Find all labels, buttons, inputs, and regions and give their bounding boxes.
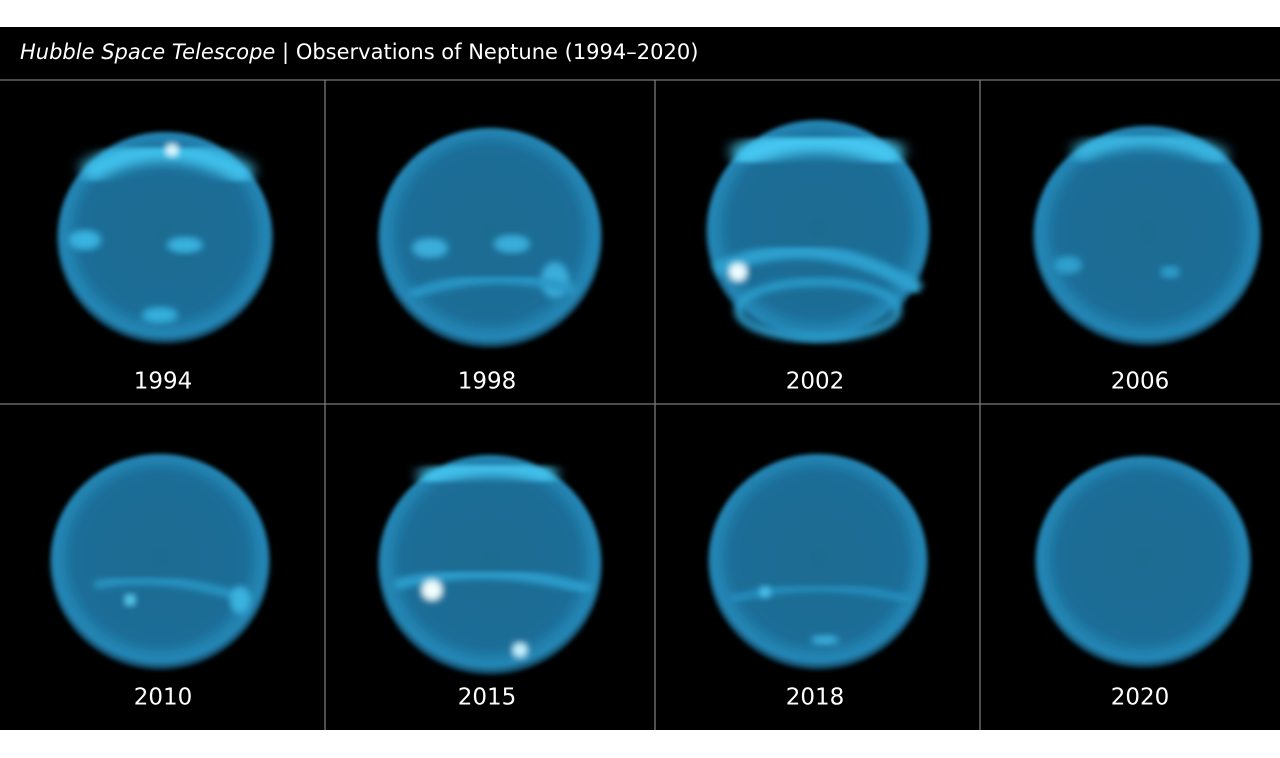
year-label: 2018	[786, 685, 845, 711]
year-label: 2002	[786, 369, 845, 395]
year-label: 2006	[1111, 369, 1170, 395]
planet-2015	[378, 455, 602, 675]
grid	[0, 79, 1280, 730]
planet-2018	[708, 454, 928, 670]
year-label: 2020	[1111, 685, 1170, 711]
year-label: 2015	[458, 685, 517, 711]
planet-2002	[706, 120, 930, 344]
header-title: Observations of Neptune (1994–2020)	[296, 40, 699, 64]
header: Hubble Space Telescope | Observations of…	[20, 40, 698, 65]
year-label: 2010	[134, 685, 193, 711]
planet-2010	[50, 454, 270, 670]
separator: |	[282, 40, 289, 65]
telescope: Hubble Space Telescope	[20, 40, 275, 64]
planet-2020	[1035, 456, 1251, 668]
year-label: 1998	[458, 369, 517, 395]
year-label: 1994	[134, 369, 193, 395]
planet-1994	[57, 132, 273, 344]
planet-2006	[1033, 126, 1261, 346]
year-labels: 1994 1998 2002 2006 2010 2015 2018 2020	[134, 369, 1170, 711]
planet-1998	[378, 128, 602, 348]
